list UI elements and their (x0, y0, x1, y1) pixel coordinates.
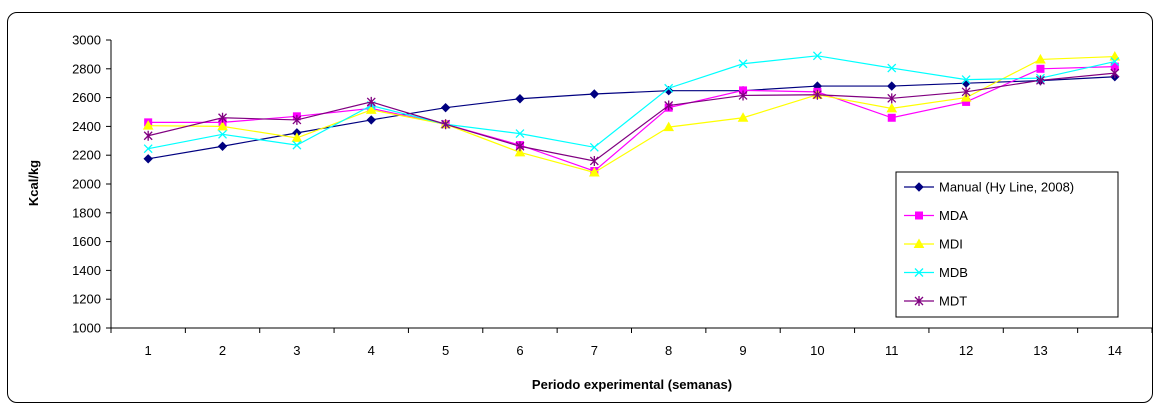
data-point (217, 141, 228, 151)
data-point (887, 113, 896, 122)
legend-marker (915, 211, 923, 220)
data-point (589, 89, 600, 99)
data-point (515, 94, 525, 104)
legend-label: Manual (Hy Line, 2008) (939, 180, 1074, 195)
x-axis-title: Periodo experimental (semanas) (532, 377, 732, 392)
legend-marker (914, 296, 924, 306)
data-point (1035, 53, 1046, 64)
series-2 (142, 51, 1121, 177)
legend-marker (914, 182, 924, 192)
data-point (143, 130, 153, 141)
x-tick-label: 4 (368, 343, 375, 358)
legend: Manual (Hy Line, 2008) MDA MDI MDB MDT (895, 171, 1119, 318)
data-point (664, 100, 674, 111)
data-point (292, 114, 302, 125)
data-point (588, 166, 600, 177)
legend-label: MDT (939, 294, 967, 309)
legend-marker (914, 268, 924, 277)
data-point (887, 81, 897, 91)
y-tick-label: 2200 (72, 148, 101, 163)
x-tick-label: 1 (145, 343, 152, 358)
data-point (887, 93, 897, 104)
data-point (663, 85, 674, 96)
y-tick-label: 2800 (72, 61, 101, 76)
x-tick-label: 13 (1033, 343, 1047, 358)
data-point (365, 104, 377, 114)
x-tick-label: 5 (442, 343, 449, 358)
data-point (961, 86, 971, 97)
legend-label: MDA (939, 208, 968, 223)
y-axis-title: Kcal/kg (26, 160, 41, 206)
data-point (291, 132, 303, 142)
data-point (366, 115, 376, 125)
x-tick-label: 2 (219, 343, 226, 358)
series-4 (143, 68, 1120, 166)
series-line (148, 76, 1115, 160)
x-tick-label: 7 (591, 343, 598, 358)
y-tick-label: 1600 (72, 234, 101, 249)
data-point (217, 120, 228, 131)
data-point (1110, 57, 1120, 67)
axes: 1000 1200 1400 1600 1800 2000 2200 2400 2600 2800… (72, 33, 1153, 358)
data-point (663, 121, 675, 132)
y-tick-label: 2000 (72, 177, 101, 192)
data-point (441, 119, 451, 130)
y-tick-label: 3000 (72, 33, 101, 48)
data-point (515, 129, 525, 139)
data-point (737, 112, 749, 122)
data-point (514, 146, 526, 157)
data-point (664, 83, 674, 93)
series-line (148, 66, 1115, 172)
series-line (148, 55, 1115, 150)
legend-label: MDB (939, 265, 968, 280)
series-line (148, 55, 1115, 174)
x-tick-label: 3 (293, 343, 300, 358)
data-point (886, 102, 898, 113)
y-tick-label: 2400 (72, 119, 101, 134)
y-tick-label: 1800 (72, 205, 101, 220)
data-point (143, 144, 153, 154)
data-point (142, 120, 154, 130)
series-line (148, 72, 1115, 162)
data-point (218, 112, 227, 123)
x-tick-label: 6 (516, 343, 523, 358)
data-point (1036, 64, 1045, 73)
data-point (292, 140, 302, 150)
data-point (887, 63, 897, 73)
data-point (589, 142, 599, 152)
legend-marker (913, 238, 925, 248)
data-point (738, 59, 748, 69)
x-tick-label: 12 (959, 343, 973, 358)
y-tick-label: 2600 (72, 90, 101, 105)
series-layer (142, 51, 1121, 177)
x-tick-label: 14 (1108, 343, 1122, 358)
data-point (961, 75, 971, 85)
x-tick-label: 8 (665, 343, 672, 358)
x-tick-label: 11 (885, 343, 899, 358)
data-point (589, 155, 599, 166)
data-point (812, 51, 822, 61)
data-point (440, 102, 451, 113)
data-point (960, 92, 972, 102)
legend-label: MDI (939, 237, 963, 252)
y-tick-label: 1200 (72, 292, 101, 307)
data-point (366, 96, 376, 107)
y-tick-label: 1000 (72, 321, 101, 336)
x-tick-label: 9 (739, 343, 746, 358)
data-point (143, 154, 153, 164)
data-point (738, 90, 748, 101)
data-point (1110, 68, 1120, 79)
data-point (1036, 75, 1045, 86)
series-3 (143, 51, 1120, 154)
x-tick-label: 10 (810, 343, 824, 358)
data-point (1109, 51, 1121, 61)
data-point (218, 129, 227, 139)
y-tick-label: 1400 (72, 263, 101, 278)
data-point (515, 141, 525, 152)
data-point (812, 89, 822, 100)
